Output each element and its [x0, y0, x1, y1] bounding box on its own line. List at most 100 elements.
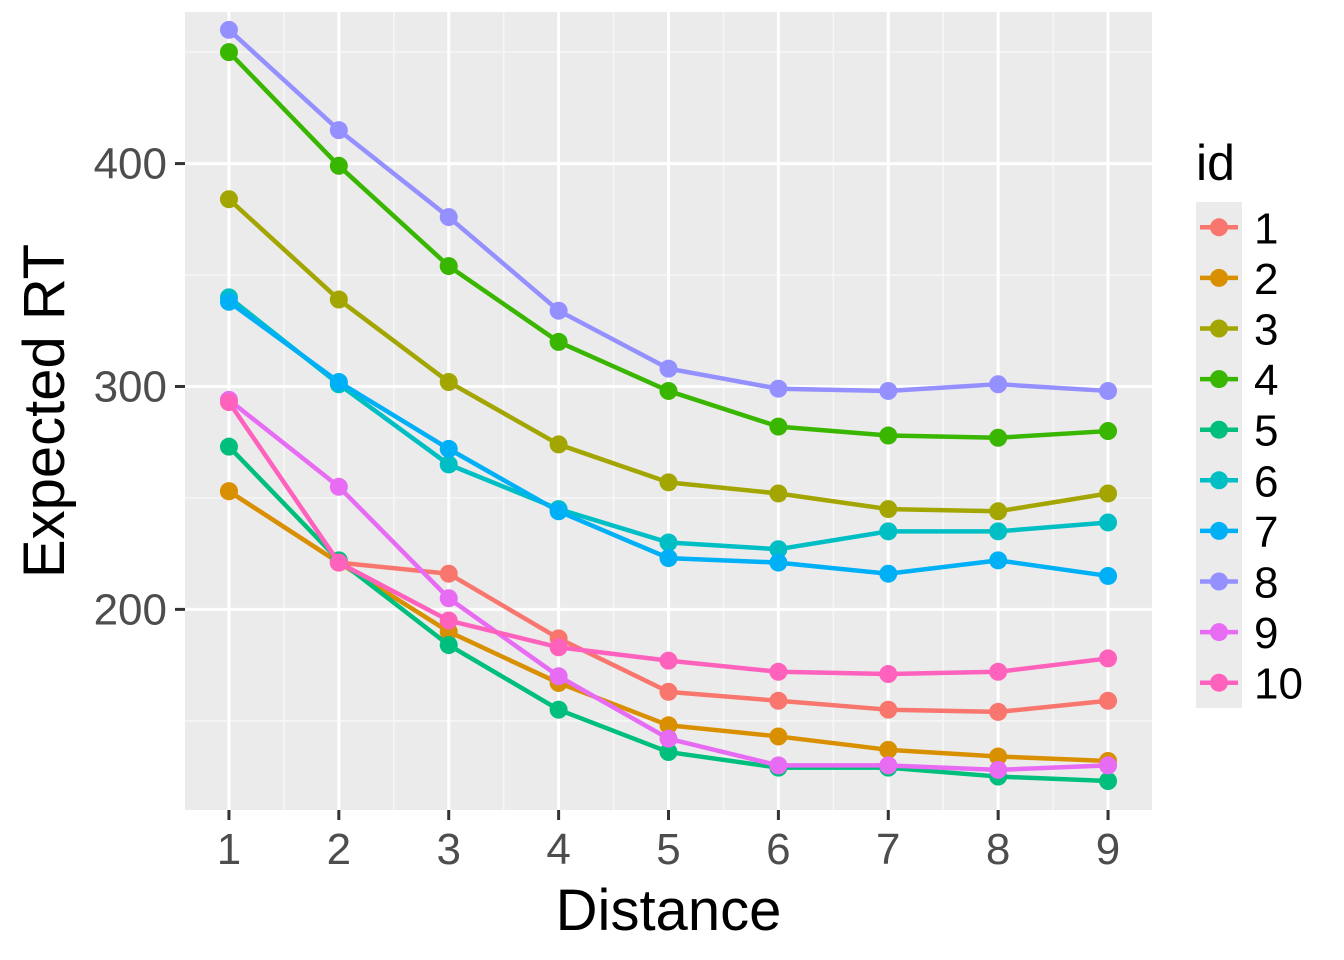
data-point	[989, 522, 1008, 541]
legend-key-point	[1210, 623, 1228, 642]
legend-label: 9	[1254, 609, 1278, 658]
data-point	[219, 20, 238, 39]
legend-label: 8	[1254, 559, 1278, 608]
data-point	[329, 477, 348, 496]
legend-item-10: 10	[1200, 660, 1303, 709]
data-point	[659, 381, 678, 400]
legend-label: 5	[1254, 407, 1278, 456]
legend-label: 2	[1254, 255, 1278, 304]
data-point	[549, 332, 568, 351]
x-axis: 1 2 3 4 5 6 7 8 9	[217, 810, 1120, 874]
data-point	[219, 43, 238, 62]
data-point	[1099, 381, 1118, 400]
data-point	[439, 636, 458, 655]
series-7	[219, 292, 1118, 585]
data-point	[989, 662, 1008, 681]
legend-item-8: 8	[1200, 559, 1278, 608]
legend-key-point	[1210, 370, 1228, 389]
x-tick-label: 5	[656, 825, 680, 874]
y-tick-label: 300	[94, 362, 167, 411]
data-point	[769, 553, 788, 572]
data-point	[879, 426, 898, 445]
data-point	[329, 156, 348, 175]
legend-key-point	[1210, 420, 1228, 439]
data-point	[219, 437, 238, 456]
data-point	[879, 665, 898, 684]
data-point	[439, 455, 458, 474]
data-point	[989, 502, 1008, 521]
data-point	[989, 428, 1008, 447]
data-point	[329, 553, 348, 572]
legend-label: 4	[1254, 356, 1278, 405]
legend-item-1: 1	[1200, 204, 1278, 253]
legend-title: id	[1196, 135, 1235, 191]
legend-key-point	[1210, 572, 1228, 591]
data-point	[659, 473, 678, 492]
legend-key-point	[1210, 319, 1228, 338]
x-tick-label: 4	[546, 825, 570, 874]
data-point	[329, 121, 348, 140]
y-tick-label: 400	[94, 140, 167, 189]
data-point	[659, 533, 678, 552]
legend-item-3: 3	[1200, 306, 1278, 355]
data-point	[1099, 566, 1118, 585]
y-axis: 200 300 400	[94, 140, 185, 634]
x-tick-label: 2	[327, 825, 351, 874]
data-point	[1099, 422, 1118, 441]
series-8	[219, 20, 1118, 400]
data-point	[879, 500, 898, 519]
data-point	[989, 702, 1008, 721]
data-point	[769, 540, 788, 559]
legend-item-7: 7	[1200, 508, 1278, 557]
data-point	[439, 439, 458, 458]
legend-key-point	[1210, 521, 1228, 540]
series-10	[219, 393, 1118, 684]
data-point	[549, 700, 568, 719]
data-point	[219, 292, 238, 311]
legend-label: 1	[1254, 204, 1278, 253]
data-point	[439, 589, 458, 608]
legend-key-point	[1210, 218, 1228, 237]
y-tick-label: 200	[94, 585, 167, 634]
data-point	[219, 190, 238, 209]
series-group	[219, 20, 1118, 791]
data-point	[439, 257, 458, 276]
data-point	[439, 373, 458, 392]
series-4	[219, 43, 1118, 447]
legend-item-2: 2	[1200, 255, 1278, 304]
data-point	[879, 756, 898, 775]
data-point	[659, 729, 678, 748]
data-point	[549, 502, 568, 521]
data-point	[659, 743, 678, 762]
data-point	[1099, 513, 1118, 532]
data-point	[769, 727, 788, 746]
legend-item-5: 5	[1200, 407, 1278, 456]
data-point	[1099, 772, 1118, 791]
x-tick-label: 9	[1096, 825, 1120, 874]
x-tick-label: 7	[876, 825, 900, 874]
data-point	[1099, 756, 1118, 775]
data-point	[769, 662, 788, 681]
data-point	[989, 551, 1008, 570]
data-point	[219, 393, 238, 412]
data-point	[769, 417, 788, 436]
data-point	[769, 379, 788, 398]
data-point	[989, 760, 1008, 779]
series-9	[219, 390, 1118, 779]
data-point	[879, 700, 898, 719]
data-point	[659, 716, 678, 735]
legend-item-4: 4	[1200, 356, 1278, 405]
data-point	[549, 435, 568, 454]
data-point	[769, 484, 788, 503]
x-tick-label: 6	[766, 825, 790, 874]
legend-key-point	[1210, 268, 1228, 287]
legend-item-6: 6	[1200, 457, 1278, 506]
legend-key-point	[1210, 673, 1228, 692]
data-point	[329, 373, 348, 392]
legend-item-9: 9	[1200, 609, 1278, 658]
x-axis-title: Distance	[556, 878, 782, 943]
data-point	[769, 756, 788, 775]
series-3	[219, 190, 1118, 521]
